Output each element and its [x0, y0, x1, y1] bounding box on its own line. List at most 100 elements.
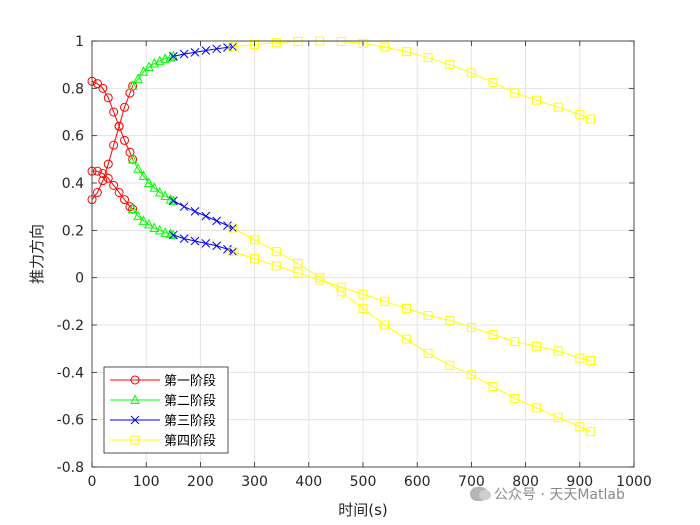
- data-point: [120, 135, 130, 145]
- data-point: [103, 93, 113, 103]
- data-point: [575, 353, 585, 363]
- y-tick-label: 0.4: [62, 176, 84, 192]
- data-point: [488, 382, 498, 392]
- ticks: 0 100 200 300 400 500 600 700 800 900 1000 -0.8 -0.6…: [57, 34, 652, 490]
- data-point: [315, 275, 325, 285]
- data-point: [228, 247, 238, 256]
- x-tick-label: 700: [458, 474, 485, 490]
- x-tick-label: 500: [350, 474, 377, 490]
- series-3: [168, 42, 238, 256]
- data-point: [120, 195, 130, 205]
- data-point: [168, 52, 178, 61]
- data-point: [138, 170, 149, 180]
- data-point: [149, 222, 160, 232]
- data-point: [271, 261, 281, 271]
- legend-marker: [130, 394, 140, 404]
- data-point: [201, 46, 211, 55]
- data-point: [336, 287, 346, 297]
- data-point: [336, 36, 346, 46]
- data-point: [293, 36, 303, 46]
- x-axis-label: 时间(s): [338, 501, 388, 519]
- data-point: [160, 53, 170, 63]
- legend-label: 第四阶段: [164, 434, 216, 449]
- wechat-icon: [470, 487, 491, 501]
- series-layer: [87, 36, 596, 436]
- data-point: [531, 341, 541, 351]
- data-point: [212, 241, 222, 251]
- data-point: [401, 303, 411, 313]
- legend-item-3: 第三阶段: [110, 414, 216, 429]
- data-point: [510, 393, 520, 403]
- data-point: [127, 153, 138, 164]
- x-tick-label: 300: [241, 474, 268, 490]
- data-point: [510, 337, 520, 347]
- data-point: [179, 202, 189, 212]
- data-point: [109, 107, 119, 117]
- data-point: [212, 44, 222, 54]
- data-point: [201, 238, 211, 248]
- watermark-text: 公众号 · 天天Matlab: [494, 487, 625, 503]
- data-point: [201, 211, 211, 221]
- data-point: [228, 42, 238, 52]
- y-tick-label: 0.2: [62, 223, 84, 239]
- legend-item-2: 第二阶段: [110, 394, 216, 409]
- data-point: [144, 218, 154, 229]
- x-tick-label: 1000: [616, 474, 652, 490]
- data-point: [160, 190, 170, 201]
- series-4: [228, 36, 596, 436]
- y-axis-label: 推力方向: [28, 224, 46, 284]
- data-point: [358, 289, 368, 299]
- y-tick-label: 0.8: [62, 81, 84, 97]
- data-point: [293, 258, 303, 268]
- legend-label: 第三阶段: [164, 414, 216, 429]
- x-tick-label: 200: [187, 474, 214, 490]
- data-point: [553, 102, 563, 112]
- data-point: [98, 83, 108, 93]
- legend-item-4: 第四阶段: [110, 434, 216, 449]
- data-point: [127, 80, 138, 90]
- series-2-line-1: [132, 55, 174, 87]
- data-point: [586, 356, 596, 365]
- data-point: [293, 268, 303, 278]
- data-point: [223, 244, 232, 254]
- data-point: [154, 186, 165, 197]
- data-point: [98, 169, 108, 179]
- data-point: [114, 121, 124, 131]
- data-point: [250, 40, 260, 50]
- y-tick-label: -0.6: [57, 413, 84, 429]
- legend-marker: [130, 415, 140, 425]
- data-point: [531, 95, 541, 105]
- data-point: [92, 166, 102, 176]
- x-tick-label: 0: [88, 474, 97, 490]
- data-point: [160, 227, 170, 237]
- x-tick-label: 800: [512, 474, 539, 490]
- x-tick-label: 100: [133, 474, 160, 490]
- data-point: [103, 173, 113, 183]
- data-point: [575, 422, 585, 432]
- data-point: [380, 42, 390, 52]
- data-point: [466, 370, 476, 380]
- legend-box: [103, 366, 229, 454]
- data-point: [138, 66, 149, 76]
- data-point: [223, 221, 232, 230]
- legend-label: 第二阶段: [164, 394, 216, 409]
- data-point: [179, 234, 189, 243]
- legend-label: 第一阶段: [164, 374, 216, 389]
- data-point: [228, 247, 238, 257]
- data-point: [103, 159, 113, 169]
- data-point: [336, 282, 346, 292]
- y-tick-label: 1: [75, 34, 84, 50]
- data-point: [423, 348, 433, 358]
- data-point: [466, 322, 476, 332]
- data-point: [380, 320, 390, 330]
- data-point: [553, 346, 563, 356]
- data-point: [228, 223, 238, 233]
- data-point: [401, 47, 411, 57]
- data-point: [510, 88, 520, 98]
- data-point: [553, 412, 563, 422]
- data-point: [138, 215, 149, 225]
- data-point: [190, 207, 200, 216]
- data-point: [445, 360, 455, 370]
